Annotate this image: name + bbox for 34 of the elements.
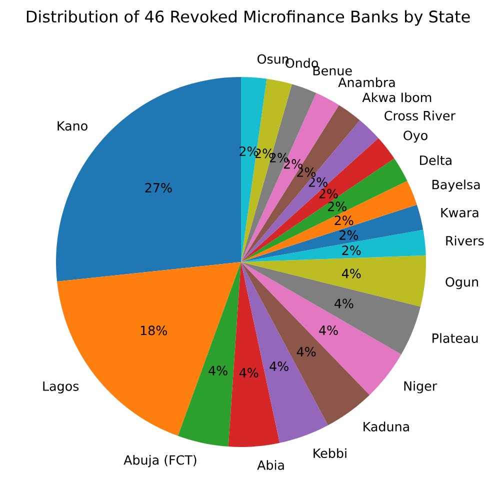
slice-label: Abuja (FCT) — [124, 454, 196, 468]
data-label: 4% — [208, 366, 228, 376]
slice-label: Abia — [257, 460, 284, 470]
slice-label: Benue — [313, 66, 352, 76]
data-label: 2% — [319, 188, 338, 198]
slice-label: Plateau — [432, 333, 478, 343]
slice-label: Kaduna — [364, 422, 409, 432]
slice-label: Anambra — [338, 77, 395, 88]
data-label: 4% — [270, 361, 288, 372]
slice-label: Akwa Ibom — [362, 92, 432, 102]
data-label: 2% — [342, 246, 361, 256]
data-label: 2% — [308, 177, 328, 187]
data-label: 18% — [140, 326, 167, 336]
data-label: 4% — [239, 368, 258, 378]
slice-label: Rivers — [446, 236, 484, 246]
slice-label: Cross River — [384, 110, 456, 120]
slice-label: Delta — [420, 155, 452, 166]
slice-label: Ogun — [446, 277, 478, 290]
chart-title: Distribution of 46 Revoked Microfinance Banks by State — [26, 10, 470, 26]
slice-label: Bayelsa — [432, 180, 480, 192]
data-label: 2% — [340, 230, 358, 240]
slice-label: Kebbi — [314, 448, 346, 458]
data-label: 4% — [334, 298, 354, 308]
slice-label: Oyo — [404, 130, 428, 143]
slice-label: Kwara — [441, 208, 478, 218]
slice-label: Niger — [404, 381, 438, 394]
slice-label: Lagos — [43, 382, 79, 394]
data-label: 4% — [296, 346, 316, 357]
data-label: 4% — [342, 268, 361, 278]
data-label: 4% — [319, 325, 338, 336]
data-label: 2% — [334, 216, 354, 226]
data-label: 27% — [145, 182, 172, 193]
slice-label: Kano — [58, 121, 88, 131]
data-label: 2% — [328, 202, 346, 212]
